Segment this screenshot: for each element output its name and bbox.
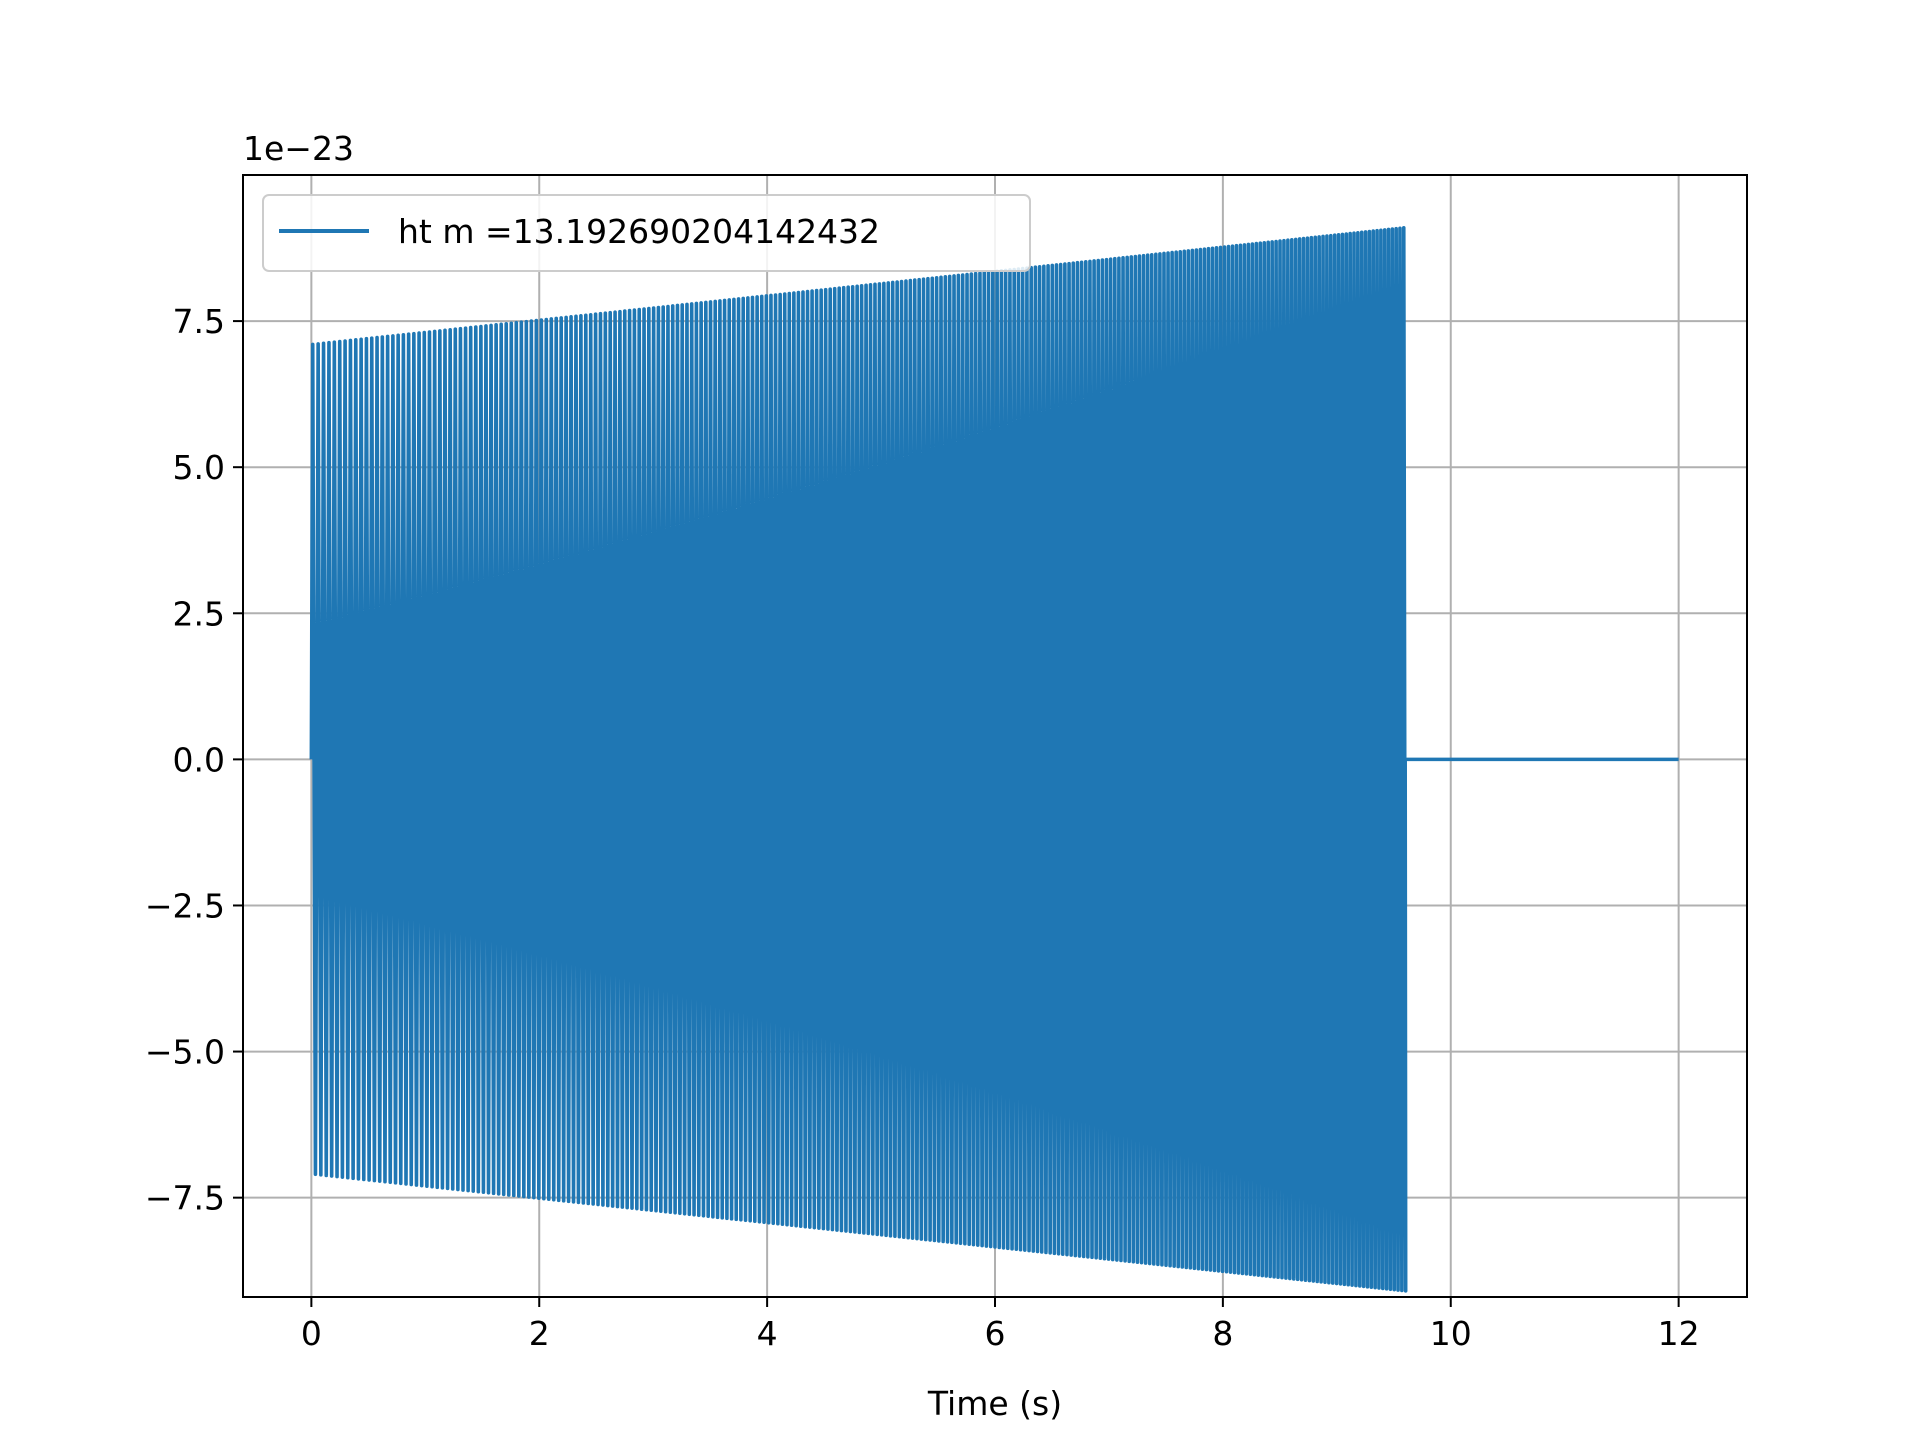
x-tick-label: 4 <box>757 1314 778 1353</box>
y-tick-label: 7.5 <box>173 302 225 341</box>
y-tick-label: −7.5 <box>145 1179 225 1218</box>
legend-label: ht m =13.192690204142432 <box>398 212 880 251</box>
legend: ht m =13.192690204142432 <box>262 194 1031 272</box>
x-tick-label: 12 <box>1658 1314 1700 1353</box>
y-tick-label: 5.0 <box>173 448 225 487</box>
y-tick-label: 2.5 <box>173 594 225 633</box>
y-tick-label: −2.5 <box>145 886 225 925</box>
y-tick-label: −5.0 <box>145 1033 225 1072</box>
x-axis-label: Time (s) <box>927 1384 1062 1423</box>
y-tick-label: 0.0 <box>173 740 225 779</box>
y-axis-offset-label: 1e−23 <box>243 129 354 168</box>
x-tick-label: 10 <box>1430 1314 1472 1353</box>
x-tick-label: 2 <box>529 1314 550 1353</box>
series-layer <box>309 226 1679 1293</box>
y-axis-ticks: −7.5 −5.0 −2.5 0.0 2.5 5.0 7.5 <box>145 302 243 1218</box>
x-tick-label: 8 <box>1212 1314 1233 1353</box>
series-line <box>309 226 1679 1293</box>
legend-box <box>262 194 1031 272</box>
x-axis-ticks: 0 2 4 6 8 10 12 <box>301 1297 1700 1353</box>
x-tick-label: 0 <box>301 1314 322 1353</box>
x-tick-label: 6 <box>985 1314 1006 1353</box>
